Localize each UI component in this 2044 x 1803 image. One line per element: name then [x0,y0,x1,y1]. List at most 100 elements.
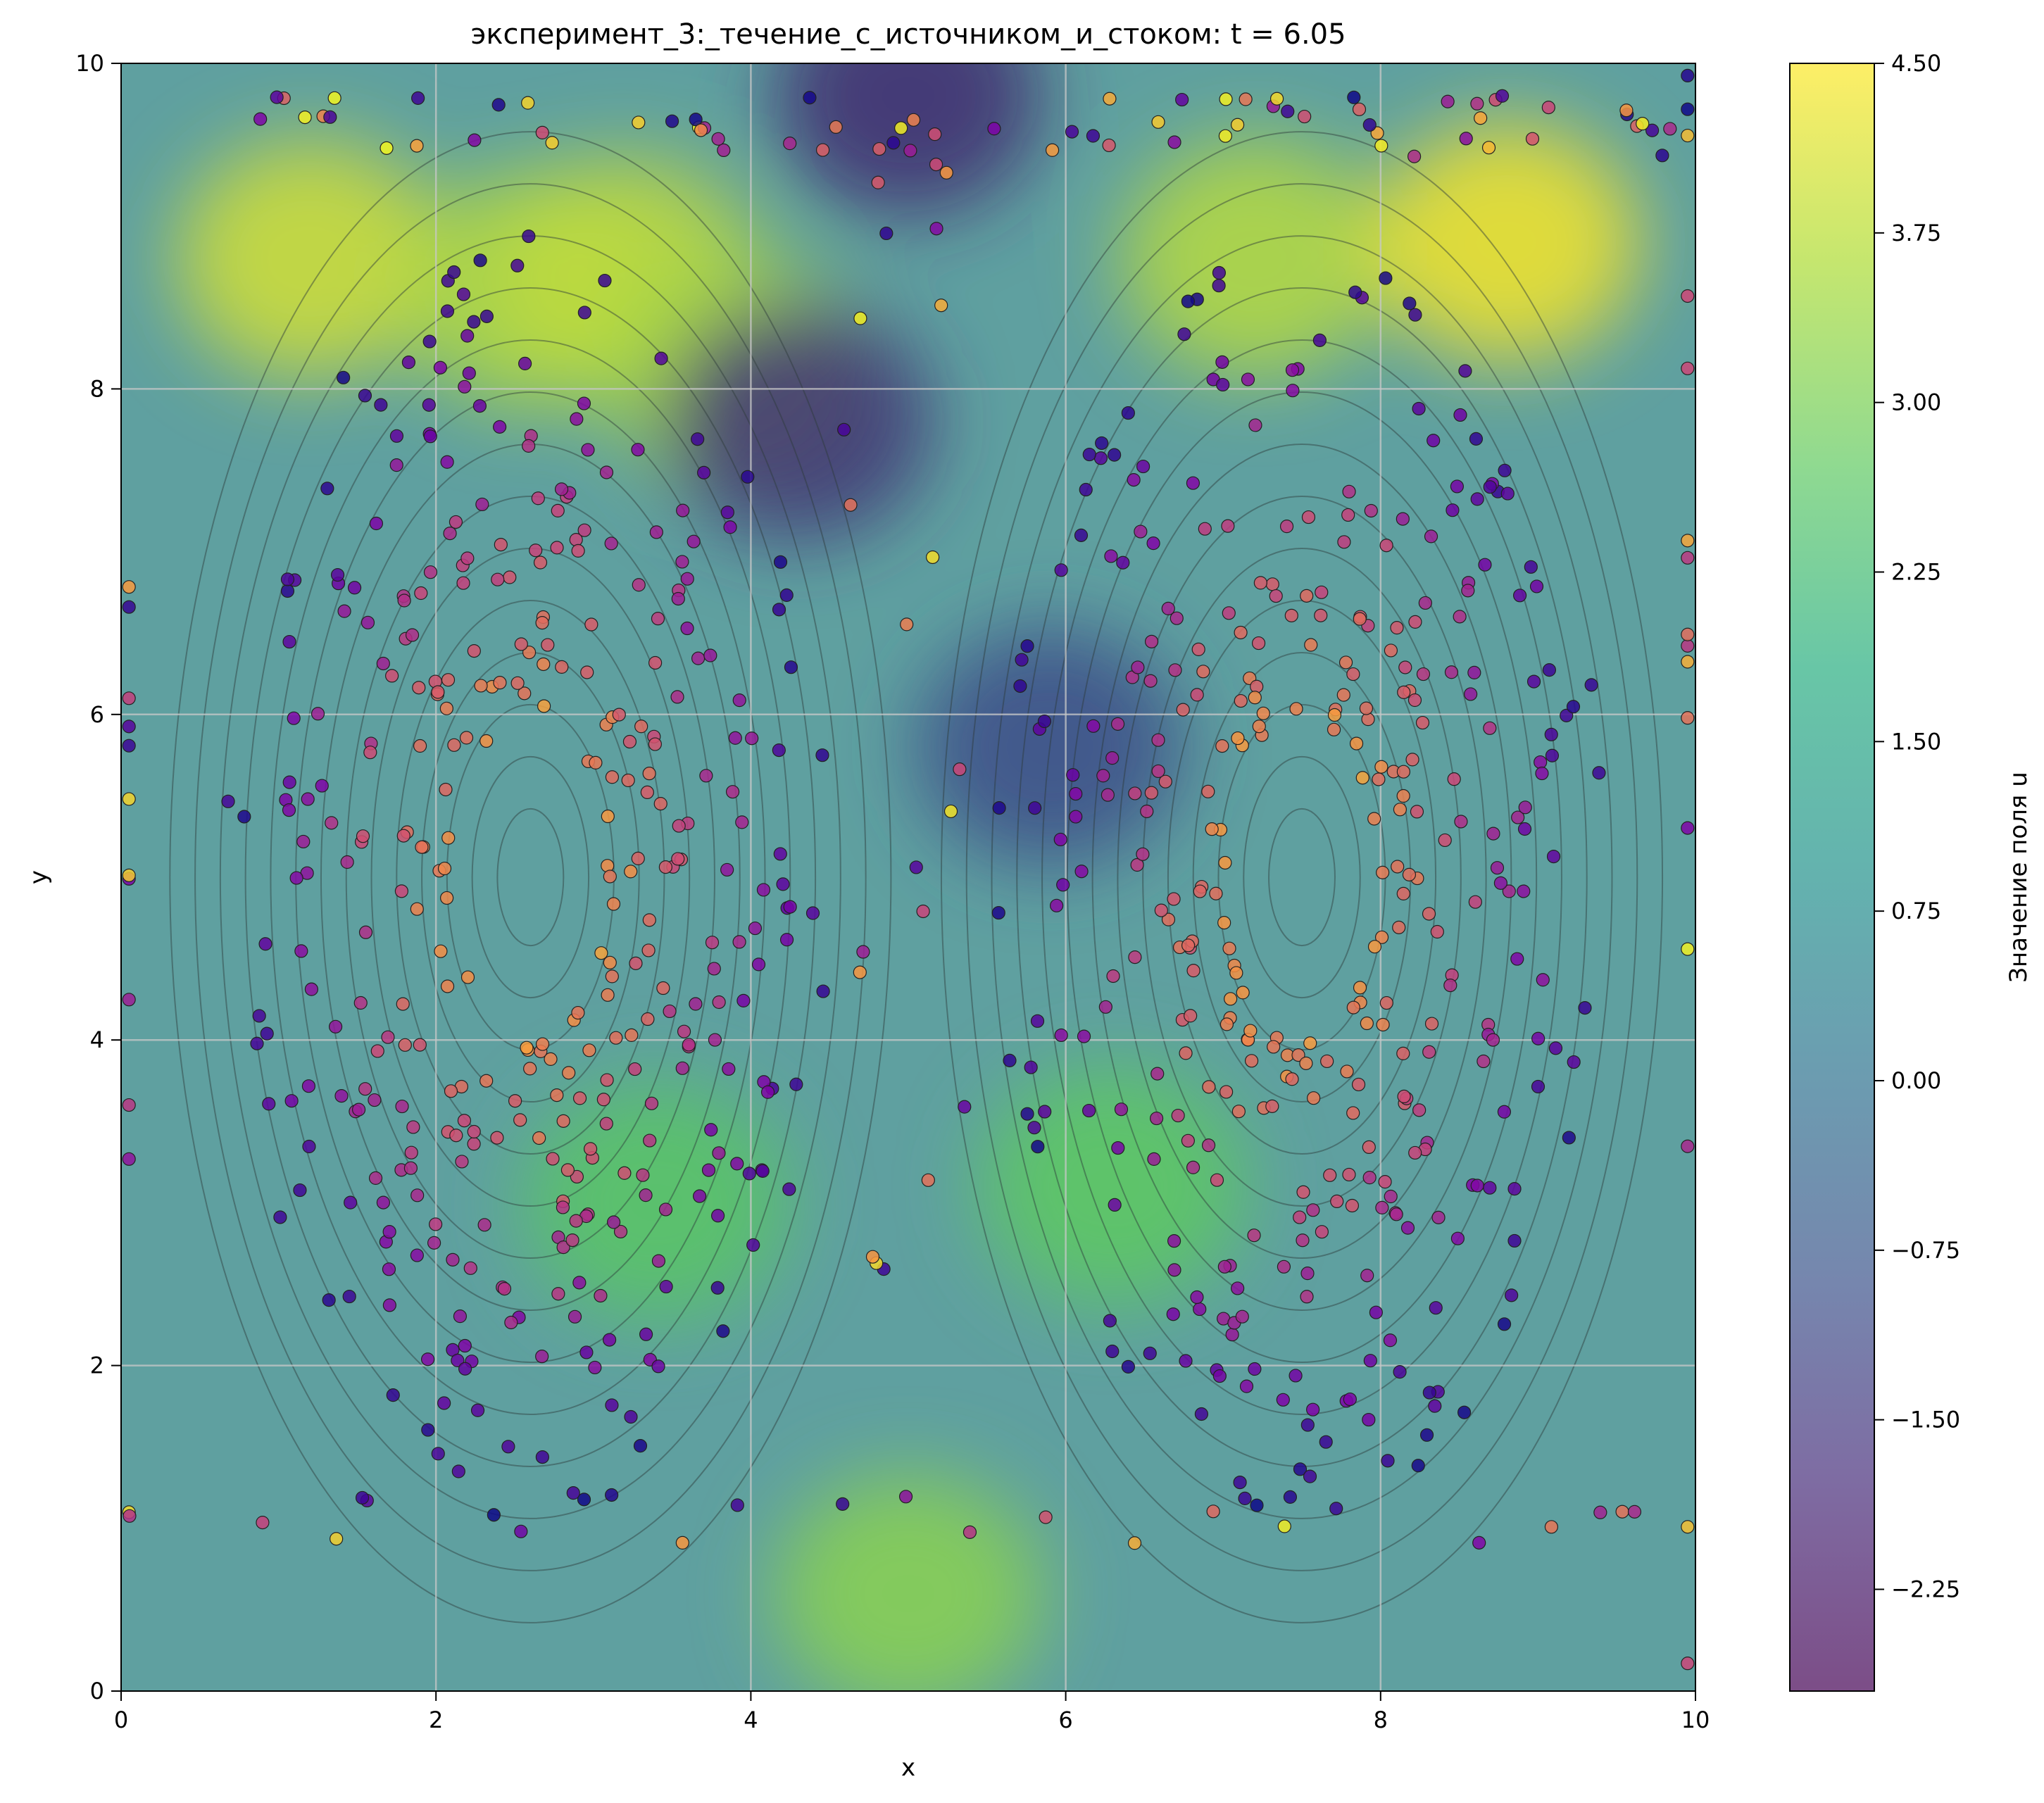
particle-601 [1346,1000,1360,1014]
particle-151 [773,847,787,861]
particle-826 [1681,942,1695,956]
particle-661 [1098,1000,1112,1014]
particle-482 [1428,1399,1442,1413]
particle-743 [1412,1103,1427,1117]
particle-467 [1215,355,1229,369]
particle-310 [347,581,362,595]
particle-208 [676,503,690,517]
particle-822 [1681,627,1695,641]
particle-192 [474,679,488,693]
particle-635 [1411,1459,1425,1473]
particle-744 [1422,1045,1436,1059]
particle-347 [634,720,648,734]
particle-810 [1352,102,1367,116]
particle-657 [1217,1259,1231,1274]
particle-307 [443,526,457,541]
particle-738 [1379,271,1393,285]
particle-149 [599,1117,613,1131]
particle-581 [1038,1105,1052,1119]
particle-405 [1300,1267,1315,1281]
particle-306 [451,1464,465,1478]
particle-342 [675,1061,689,1075]
particle-385 [1307,1091,1321,1105]
particle-101 [446,1252,460,1267]
particle-544 [1526,674,1541,689]
particle-600 [1202,1080,1216,1094]
particle-864 [1681,102,1695,116]
particle-670 [1453,610,1467,624]
particle-119 [514,637,528,651]
particle-619 [1505,1288,1519,1302]
particle-111 [441,831,456,845]
particle-124 [237,810,251,824]
particle-349 [682,1038,696,1052]
particle-724 [1500,486,1515,501]
particle-33 [658,1202,673,1217]
particle-877 [1681,655,1695,669]
particle-32 [599,465,614,479]
particle-276 [581,443,595,457]
particle-750 [1343,1392,1357,1407]
particle-407 [1497,1105,1512,1119]
particle-94 [382,1225,396,1239]
particle-555 [1400,1221,1415,1235]
particle-172 [433,360,448,375]
particle-833 [1219,92,1233,106]
colorbar-tick-label-1: 3.75 [1891,220,1941,246]
particle-23 [325,816,339,830]
particle-526 [1267,1040,1281,1054]
particle-400 [1224,992,1238,1006]
particle-814 [1175,92,1189,107]
x-tick-label-1: 2 [429,1707,443,1733]
particle-291 [612,708,626,722]
streamline-1-14 [940,131,1664,1623]
particle-803 [1470,96,1484,111]
particle-549 [1450,479,1464,494]
particle-818 [909,860,923,874]
particle-320 [732,693,746,708]
particle-371 [569,1214,583,1228]
streamline-1-2 [1243,755,1361,999]
particle-592 [1464,687,1478,701]
particle-816 [1681,1520,1695,1534]
particle-362 [556,1200,570,1214]
particle-719 [1231,1281,1245,1295]
y-tick-label-5: 10 [75,50,104,77]
particle-683 [1592,766,1606,780]
particle-886 [298,110,312,125]
particle-108 [748,921,763,936]
particle-572 [1179,1354,1193,1368]
particle-356 [396,829,410,843]
particle-15 [659,1279,673,1294]
x-axis-label: x [901,1754,915,1782]
particle-602 [1030,1014,1045,1028]
particle-550 [1028,801,1042,815]
particle-735 [1367,940,1382,954]
particle-752 [1396,886,1410,900]
particle-730 [1548,1041,1563,1055]
particle-484 [1128,950,1142,965]
particle-42 [382,1262,396,1276]
particle-19 [689,997,703,1011]
particle-318 [294,944,308,958]
particle-3 [639,1327,653,1341]
particle-779 [1362,118,1377,132]
particle-632 [1429,1301,1443,1315]
particle-636 [1422,907,1436,921]
particle-353 [472,399,487,413]
particle-840 [1167,135,1181,149]
streamline-1-13 [965,183,1638,1571]
particle-720 [1234,625,1248,640]
colorbar-tick-label-6: 0.00 [1891,1067,1941,1094]
particle-693 [1493,876,1508,890]
field-region-8 [916,627,1184,867]
particle-297 [571,1005,585,1020]
particle-338 [648,655,663,670]
particle-666 [1181,938,1196,953]
colorbar-tick-label-8: −1.50 [1891,1407,1960,1433]
particle-494 [1095,436,1109,451]
particle-197 [221,794,235,808]
particle-766 [665,114,679,128]
particle-180 [550,1088,564,1102]
particle-336 [565,1233,579,1248]
